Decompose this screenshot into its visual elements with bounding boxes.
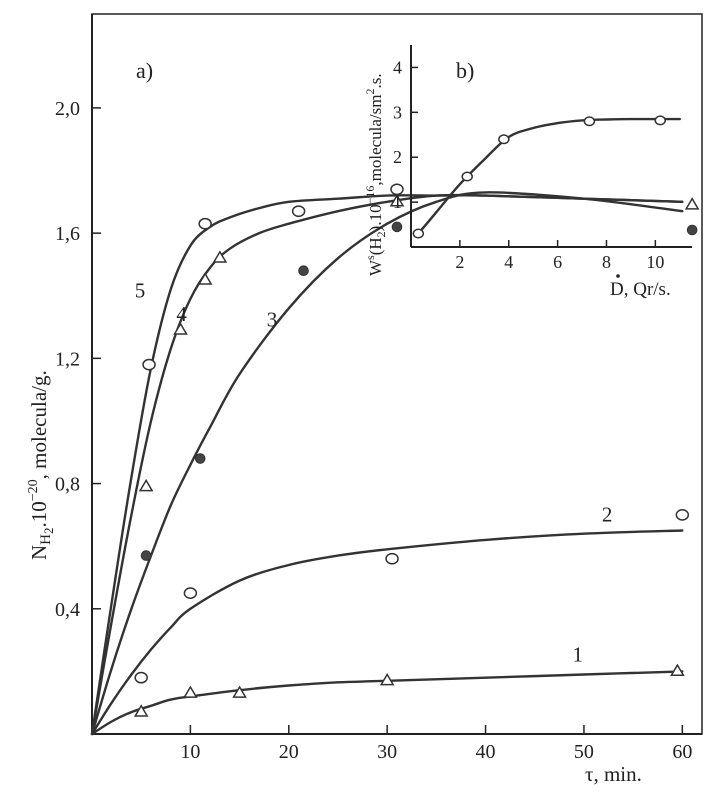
inset-x-tick-label: 8 [602, 252, 611, 272]
main-x-tick-label: 60 [672, 741, 692, 763]
inset-axes [410, 45, 692, 248]
main-x-tick-label: 30 [377, 741, 397, 763]
main-y-tick-label: 0,8 [55, 474, 80, 496]
main-series-1-line [90, 670, 684, 736]
inset-curves [417, 117, 681, 235]
main-series-3-point [140, 550, 152, 561]
inset-points [412, 115, 666, 239]
inset-series-point [412, 228, 425, 239]
inset-y-label-exp: −16 [363, 186, 377, 205]
inset-panel-label: b) [456, 58, 474, 83]
main-series-2-point [385, 552, 399, 565]
main-series-5-label: 5 [135, 278, 146, 302]
main-series-3-label: 3 [267, 307, 278, 331]
inset-series-line [417, 117, 681, 235]
main-series-3-point [391, 221, 403, 233]
main-series-5-line [90, 194, 684, 736]
inset-x-axis-label: D, Qr/s. [610, 279, 671, 300]
main-y-label-exp: −20 [26, 479, 41, 501]
inset-y-label-tail: ,molecula/sm [366, 95, 385, 186]
inset-y-label-tail2: .s. [366, 73, 385, 88]
main-series-4-point [173, 322, 188, 335]
main-series-4-point [389, 194, 405, 207]
main-series-4-point [138, 478, 154, 492]
main-series-3-point [194, 453, 206, 464]
main-series-1-point [232, 685, 247, 698]
main-series-2-label: 2 [602, 503, 613, 527]
inset-y-tick-label: 1 [393, 192, 402, 212]
main-series-4-point [197, 272, 213, 285]
inset-x-tick-label: 2 [455, 252, 464, 272]
main-series-1-label: 1 [572, 642, 583, 666]
inset-x-tick-label: 10 [646, 252, 664, 272]
main-series-1-point [183, 685, 198, 698]
main-y-tick-label: 1,2 [55, 348, 80, 370]
inset-y-label-exp2: 2 [363, 89, 377, 95]
main-y-tick-label: 0,4 [55, 599, 80, 621]
main-panel-label: a) [136, 58, 153, 83]
inset-y-label-mid2: ).10 [366, 204, 385, 231]
main-series-4-line [90, 193, 684, 736]
main-y-label-mid: .10 [27, 501, 51, 527]
inset-y-label-mid: (H [366, 237, 385, 255]
inset-y-tick-label: 3 [393, 102, 402, 122]
main-x-tick-label: 10 [180, 741, 200, 763]
main-y-label-main: N [27, 545, 51, 560]
inset-x-tick-label: 6 [553, 252, 562, 272]
main-series-1-point [133, 704, 149, 717]
main-series-2-line [90, 529, 684, 736]
main-series-2-point [675, 509, 690, 521]
main-x-axis-label: τ, min. [585, 762, 642, 786]
main-series-2-point [134, 671, 148, 684]
main-y-tick-label: 2,0 [55, 98, 80, 120]
main-series-1-point [670, 663, 685, 677]
inset-y-label-sup: s [363, 255, 377, 260]
inset-y-tick-label: 4 [393, 57, 402, 77]
inset-x-label-dot [616, 274, 620, 278]
inset-y-label-main: W [366, 259, 385, 276]
inset-series-point [498, 134, 510, 145]
main-series-3-point [298, 265, 309, 276]
main-series-5-point [198, 217, 212, 230]
main-series-5-point [291, 205, 306, 218]
main-series-4-label: 4 [176, 302, 187, 326]
main-series-5-point [142, 358, 156, 371]
main-axes [91, 14, 702, 735]
inset-x-tick-label: 4 [504, 252, 513, 272]
main-series-4-point [212, 250, 228, 263]
inset-y-tick-label: 2 [393, 147, 402, 167]
main-y-label-tail: , molecula/g. [27, 370, 51, 479]
main-x-tick-label: 40 [476, 741, 496, 763]
inset-series-point [461, 171, 473, 182]
main-series-5-point [390, 183, 404, 196]
main-y-label-sub: H [38, 534, 54, 545]
main-series-4-point [684, 197, 700, 210]
inset-series-point [583, 116, 596, 127]
inset-y-label-sub: 2 [374, 231, 388, 237]
main-points [133, 183, 700, 717]
main-x-tick-label: 20 [279, 741, 299, 763]
main-series-labels: 1 2 3 4 5 [135, 278, 613, 666]
main-y-axis-label: NH2.10−20, molecula/g. [26, 370, 56, 560]
main-series-1-point [379, 672, 395, 686]
inset-series-point [654, 115, 666, 126]
main-x-tick-label: 50 [574, 741, 594, 763]
main-y-tick-label: 1,6 [55, 223, 80, 245]
main-y-label-sub2: 2 [41, 527, 56, 534]
inset-y-axis-label: Ws(H2).10−16,molecula/sm2.s. [363, 73, 388, 276]
main-ticks: 10 20 30 40 50 60 0,4 0,8 1,2 1,6 2,0 [55, 98, 692, 763]
main-curves [90, 191, 684, 736]
main-series-3-line [90, 191, 684, 736]
main-series-3-point [686, 224, 698, 236]
main-series-2-point [183, 587, 198, 599]
